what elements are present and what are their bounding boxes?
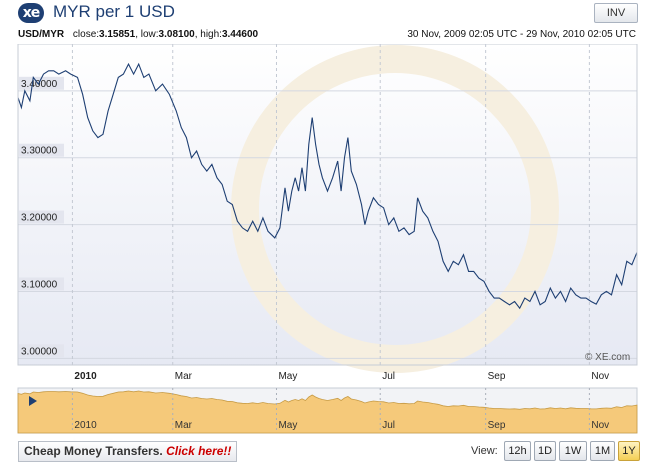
y-tick-label: 3.20000	[21, 213, 58, 224]
navigator-tick-label: Mar	[175, 420, 193, 431]
y-label-bg	[19, 76, 64, 90]
navigator-tick-label: Nov	[591, 420, 609, 431]
view-button-1y[interactable]: 1Y	[618, 441, 640, 461]
navigator-tick-label: Sep	[488, 420, 506, 431]
view-label: View:	[471, 445, 498, 457]
xe-logo[interactable]: xe	[18, 3, 44, 23]
close-value: 3.15851	[99, 29, 136, 40]
view-button-12h[interactable]: 12h	[504, 441, 531, 461]
view-button-1m[interactable]: 1M	[590, 441, 615, 461]
y-tick-label: 3.10000	[21, 279, 58, 290]
x-tick-label: May	[278, 371, 297, 382]
y-tick-label: 3.00000	[21, 346, 58, 357]
watermark-text: © XE.com	[585, 352, 630, 363]
y-label-bg	[19, 277, 64, 291]
y-tick-label: 3.40000	[21, 79, 58, 90]
rate-line	[17, 62, 638, 310]
gridlines	[18, 44, 637, 365]
y-axis-labels: 3.00000 3.10000 3.20000 3.30000 3.40000	[19, 76, 64, 358]
close-label: close:	[72, 29, 100, 40]
stats-line: USD/MYR close:3.15851, low:3.08100, high…	[18, 29, 636, 40]
money-transfer-link[interactable]: Cheap Money Transfers. Click here!!	[18, 441, 238, 462]
play-icon[interactable]	[29, 396, 37, 406]
navigator-tick-label: 2010	[74, 420, 97, 431]
currency-pair: USD/MYR	[18, 29, 65, 40]
y-label-bg	[19, 210, 64, 224]
plot-border	[17, 44, 638, 366]
navigator-tick-label: Jul	[382, 420, 395, 431]
view-button-1w[interactable]: 1W	[559, 441, 587, 461]
navigator-tick-label: May	[278, 420, 297, 431]
promo-text: Cheap Money Transfers.	[24, 444, 163, 458]
watermark-logo-icon	[231, 45, 559, 373]
x-tick-label: Jul	[382, 371, 395, 382]
range-navigator[interactable]: 2010 Mar May Jul Sep Nov	[17, 387, 638, 434]
view-button-1d[interactable]: 1D	[534, 441, 556, 461]
invert-button[interactable]: INV	[594, 3, 638, 23]
x-tick-label: Nov	[591, 371, 609, 382]
bottom-bar: Cheap Money Transfers. Click here!! View…	[0, 439, 653, 465]
promo-click-here[interactable]: Click here!!	[166, 444, 232, 458]
y-label-bg	[19, 344, 64, 358]
y-tick-label: 3.30000	[21, 146, 58, 157]
y-label-bg	[19, 143, 64, 157]
low-label: low:	[140, 29, 159, 40]
date-range: 30 Nov, 2009 02:05 UTC - 29 Nov, 2010 02…	[407, 29, 636, 40]
x-tick-label: Sep	[488, 371, 506, 382]
x-tick-label: Mar	[175, 371, 193, 382]
x-tick-label: 2010	[74, 371, 97, 382]
navigator-area	[17, 390, 638, 434]
x-axis-labels: 2010 Mar May Jul Sep Nov	[74, 371, 609, 382]
high-value: 3.44600	[221, 29, 259, 40]
page-title: MYR per 1 USD	[53, 2, 175, 21]
navigator-labels: 2010 Mar May Jul Sep Nov	[74, 420, 609, 431]
low-value: 3.08100	[158, 29, 195, 40]
rate-chart: 3.00000 3.10000 3.20000 3.30000 3.40000 © XE…	[17, 44, 638, 434]
chart-header: xe MYR per 1 USD INV	[0, 0, 653, 28]
high-label: high:	[200, 29, 222, 40]
